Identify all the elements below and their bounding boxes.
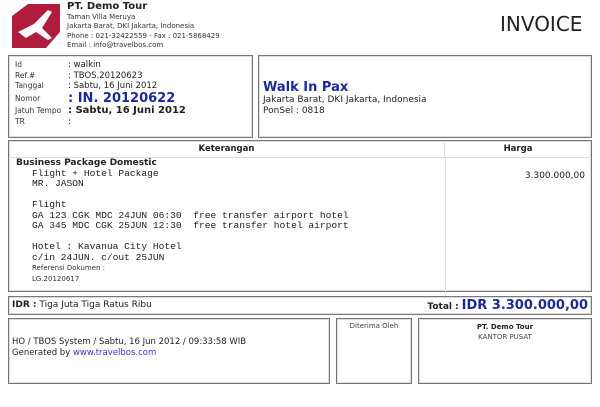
signature-box: PT. Demo Tour KANTOR PUSAT: [418, 318, 592, 384]
website-link[interactable]: www.travelbos.com: [72, 348, 157, 358]
amount-in-words: Tiga Juta Tiga Ratus Ribu: [39, 300, 152, 310]
column-header-harga: Harga: [445, 141, 591, 158]
info-label: Ref.#: [15, 70, 36, 80]
due-date: : Sabtu, 16 Juni 2012: [68, 105, 186, 117]
company-phone: Phone : 021-32422559 - Fax : 021-5868429: [67, 31, 220, 40]
info-label: Tanggal: [15, 81, 44, 91]
info-value: : TBOS.20120623: [68, 70, 143, 81]
company-header: PT. Demo Tour Taman Villa Meruya Jakarta…: [67, 1, 220, 50]
info-value: : walkin: [68, 60, 101, 70]
items-table: Keterangan Harga 3.300.000,00: [8, 140, 592, 292]
total-label: Total :: [427, 302, 459, 312]
invoice-number: : IN. 20120622: [68, 91, 176, 107]
company-address2: Jakarta Barat, DKI Jakarta, Indonesia: [67, 22, 195, 31]
item-title: Business Package Domestic: [16, 158, 157, 168]
total-amount: IDR 3.300.000,00: [461, 298, 588, 313]
info-label: Nomor: [15, 93, 41, 103]
item-details: Flight + Hotel Package MR. JASON Flight …: [32, 167, 349, 263]
system-stamp: HO / TBOS System / Sabtu, 16 Jun 2012 / …: [12, 337, 247, 347]
customer-phone: PonSel : 0818: [263, 106, 325, 116]
system-info-box: HO / TBOS System / Sabtu, 16 Jun 2012 / …: [8, 318, 330, 384]
signature-office: KANTOR PUSAT: [478, 333, 532, 341]
currency-label: IDR :: [12, 300, 37, 310]
item-price: 3.300.000,00: [524, 171, 585, 181]
customer-name: Walk In Pax: [263, 80, 349, 95]
column-header-keterangan: Keterangan: [9, 141, 445, 158]
company-address1: Taman Villa Meruya: [67, 13, 136, 21]
customer-box: Walk In Pax Jakarta Barat, DKI Jakarta, …: [258, 55, 592, 138]
company-email: Email : info@travelbos.com: [67, 40, 164, 49]
item-description: Business Package Domestic Flight + Hotel…: [8, 158, 349, 285]
invoice-info: Id : walkin Ref.# : TBOS.20120623 Tanggal:…: [8, 55, 253, 138]
document-title: INVOICE: [500, 12, 583, 36]
info-label: Id: [15, 60, 22, 69]
info-value: : Sabtu, 16 Juni 2012: [68, 81, 158, 92]
received-by-box: Diterima Oleh: [336, 318, 412, 384]
generated-by: Generated by: [12, 348, 71, 358]
customer-address: Jakarta Barat, DKI Jakarta, Indonesia: [263, 95, 427, 105]
company-logo: [12, 4, 60, 48]
received-by-label: Diterima Oleh: [349, 322, 399, 330]
total-row: IDR : Tiga Juta Tiga Ratus Ribu Total : …: [8, 296, 592, 315]
reference-value: LG.20120617: [32, 275, 80, 283]
reference-label: Referensi Dokumen :: [32, 264, 106, 272]
signature-company: PT. Demo Tour: [476, 323, 534, 331]
info-label: TR: [15, 116, 25, 126]
company-name: PT. Demo Tour: [67, 1, 148, 12]
info-label: Jatuh Tempo: [15, 106, 62, 116]
info-value: :: [68, 116, 71, 127]
